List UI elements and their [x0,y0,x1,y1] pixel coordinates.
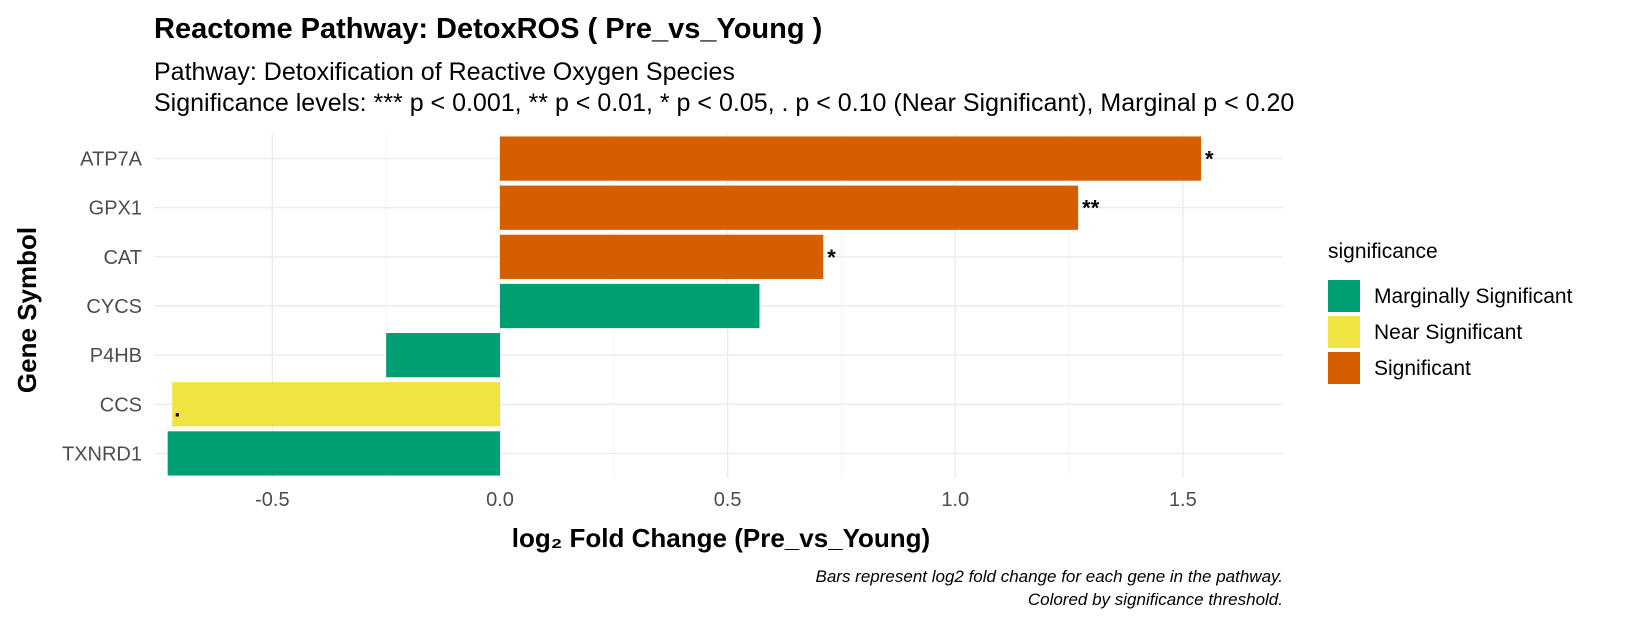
x-tick-label: 0.0 [486,489,514,511]
y-axis-tick-labels: ATP7A GPX1 CAT CYCS P4HB CCS TXNRD1 [62,149,143,466]
bar-atp7a [499,136,1202,181]
y-tick-label-ccs: CCS [100,394,142,416]
x-axis-tick-labels: -0.5 0.0 0.5 1.0 1.5 [255,489,1197,511]
legend: significance Marginally Significant Near … [1328,240,1573,384]
y-tick-label-txnrd1: TXNRD1 [62,443,142,465]
bar-gpx1 [499,185,1079,230]
bar-txnrd1 [167,431,500,476]
caption-line-1: Bars represent log2 fold change for each… [816,567,1284,586]
y-tick-label-cat: CAT [103,247,142,269]
x-tick-label: 1.0 [941,489,969,511]
x-axis-title: log₂ Fold Change (Pre_vs_Young) [512,523,930,553]
legend-label: Marginally Significant [1374,285,1573,308]
y-tick-label-p4hb: P4HB [90,345,142,367]
bar-cycs [499,283,760,329]
y-tick-label-atp7a: ATP7A [80,149,143,171]
y-tick-label-gpx1: GPX1 [89,198,142,220]
significance-label-atp7a: * [1205,147,1214,172]
significance-labels: ****. [174,147,1214,422]
legend-label: Near Significant [1374,321,1522,344]
y-axis-title: Gene Symbol [12,227,42,393]
chart-subtitle-line-2: Significance levels: *** p < 0.001, ** p… [154,89,1294,117]
legend-swatch [1328,352,1360,384]
bar-ccs [172,382,500,427]
y-tick-label-cycs: CYCS [86,296,142,318]
bar-cat [499,234,824,279]
legend-swatch [1328,316,1360,348]
legend-title: significance [1328,240,1438,263]
significance-label-ccs: . [174,396,180,421]
x-tick-label: 0.5 [714,489,742,511]
x-tick-label: 1.5 [1169,489,1197,511]
legend-swatch [1328,280,1360,312]
bar-p4hb [386,333,500,378]
legend-label: Significant [1374,357,1471,380]
chart-subtitle-line-1: Pathway: Detoxification of Reactive Oxyg… [154,58,735,86]
bars [167,136,1202,476]
x-tick-label: -0.5 [255,489,289,511]
significance-label-gpx1: ** [1082,196,1100,221]
chart-title: Reactome Pathway: DetoxROS ( Pre_vs_Youn… [154,13,822,45]
significance-label-cat: * [827,245,836,270]
caption-line-2: Colored by significance threshold. [1028,590,1283,609]
